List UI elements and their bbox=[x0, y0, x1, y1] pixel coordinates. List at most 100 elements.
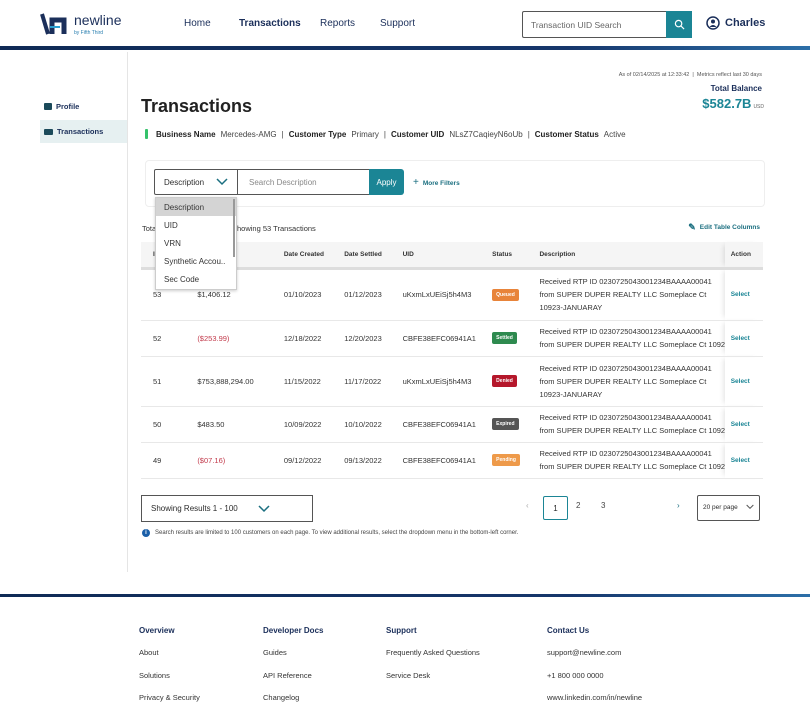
footer-link[interactable]: Solutions bbox=[139, 670, 170, 680]
results-range-value: Showing Results 1 - 100 bbox=[151, 504, 238, 513]
row-status: Expired bbox=[486, 406, 534, 443]
row-date-created: 01/10/2023 bbox=[277, 268, 339, 321]
page-1-button[interactable]: 1 bbox=[543, 496, 568, 520]
next-page-icon[interactable]: › bbox=[677, 501, 680, 510]
select-button[interactable]: Select bbox=[724, 356, 763, 407]
nav-support[interactable]: Support bbox=[380, 18, 416, 29]
customer-type: Primary bbox=[351, 129, 379, 139]
edit-table-columns-button[interactable]: ✎ Edit Table Columns bbox=[688, 222, 760, 233]
description-line: Received RTP ID 0230725043001234BAAAA000… bbox=[539, 363, 712, 373]
column-header-status[interactable]: Status bbox=[486, 242, 534, 270]
footer-heading: Support bbox=[386, 626, 417, 635]
transaction-uid-search-input[interactable]: Transaction UID Search bbox=[522, 11, 667, 38]
row-description: Received RTP ID 0230725043001234BAAAA000… bbox=[533, 356, 725, 407]
footer-link[interactable]: API Reference bbox=[263, 670, 312, 680]
apply-button[interactable]: Apply bbox=[369, 169, 404, 195]
column-header-action: Action bbox=[724, 242, 763, 270]
description-line: from SUPER DUPER REALTY LLC Someplace Ct… bbox=[539, 426, 725, 435]
select-button[interactable]: Select bbox=[724, 320, 763, 357]
briefcase-icon bbox=[44, 103, 52, 110]
more-filters-button[interactable]: + More Filters bbox=[413, 177, 460, 188]
status-badge: Queued bbox=[492, 288, 519, 301]
filter-field-value: Description bbox=[164, 178, 205, 187]
row-description: Received RTP ID 0230725043001234BAAAA000… bbox=[533, 442, 725, 479]
row-uid: CBFE38EFC06941A1 bbox=[396, 442, 487, 479]
select-button[interactable]: Select bbox=[724, 268, 763, 321]
footer-link[interactable]: Service Desk bbox=[386, 670, 431, 680]
logo[interactable]: newline by Fifth Third bbox=[40, 12, 121, 36]
row-uid: uKxmLxUEiSj5h4M3 bbox=[396, 268, 487, 321]
sidebar-item-label: Transactions bbox=[57, 127, 104, 136]
nav-reports[interactable]: Reports bbox=[320, 18, 356, 29]
footer-link[interactable]: Privacy & Security bbox=[139, 693, 200, 702]
select-button[interactable]: Select bbox=[724, 406, 763, 443]
row-date-settled: 12/20/2023 bbox=[338, 320, 397, 357]
sidebar-item-profile[interactable]: Profile bbox=[40, 95, 127, 118]
dropdown-option-vrn[interactable]: VRN bbox=[164, 239, 181, 248]
metrics-note: As of 02/14/2025 at 12:33:42 | Metrics r… bbox=[618, 72, 762, 78]
description-line: Received RTP ID 0230725043001234BAAAA000… bbox=[539, 327, 712, 336]
status-badge: Pending bbox=[492, 454, 520, 466]
row-uid: uKxmLxUEiSj5h4M3 bbox=[396, 356, 487, 407]
accent-bar bbox=[145, 129, 148, 139]
logo-mark-icon bbox=[40, 13, 67, 35]
dropdown-option-synthetic-account[interactable]: Synthetic Accou.. bbox=[164, 257, 226, 266]
nav-home[interactable]: Home bbox=[184, 18, 211, 29]
dropdown-option-uid[interactable]: UID bbox=[164, 221, 178, 230]
row-date-created: 10/09/2022 bbox=[277, 406, 339, 443]
page-2-button[interactable]: 2 bbox=[576, 501, 581, 510]
row-uid: CBFE38EFC06941A1 bbox=[396, 406, 487, 443]
footer-link[interactable]: www.linkedin.com/in/newline bbox=[547, 693, 643, 702]
user-avatar-icon bbox=[706, 16, 720, 30]
footer-link[interactable]: Changelog bbox=[263, 693, 300, 702]
note-text: Search results are limited to 100 custom… bbox=[155, 530, 519, 536]
total-count: Tota bbox=[142, 224, 157, 233]
description-line: from SUPER DUPER REALTY LLC Someplace Ct bbox=[539, 290, 707, 299]
filter-field-select[interactable]: Description bbox=[154, 169, 238, 195]
column-header-date-created[interactable]: Date Created bbox=[277, 242, 339, 270]
user-menu[interactable]: Charles bbox=[706, 16, 765, 30]
column-header-date-settled[interactable]: Date Settled bbox=[338, 242, 397, 270]
description-line: from SUPER DUPER REALTY LLC Someplace Ct… bbox=[539, 340, 725, 349]
prev-page-icon[interactable]: ‹ bbox=[526, 501, 529, 510]
search-button[interactable] bbox=[666, 11, 692, 38]
description-line: Received RTP ID 0230725043001234BAAAA000… bbox=[539, 413, 712, 422]
footer-link[interactable]: +1 800 000 0000 bbox=[547, 670, 604, 680]
per-page-select[interactable]: 20 per page bbox=[697, 495, 760, 521]
chevron-down-icon bbox=[216, 178, 228, 186]
footer-link[interactable]: Frequently Asked Questions bbox=[386, 648, 480, 657]
pencil-icon: ✎ bbox=[688, 222, 696, 232]
column-header-description[interactable]: Description bbox=[533, 242, 725, 270]
filter-field-dropdown: Description UID VRN Synthetic Accou.. Se… bbox=[155, 197, 237, 290]
description-line: 10923-JANUARAY bbox=[539, 389, 603, 399]
transactions-table: I Date Created Date Settled UID Status D… bbox=[141, 242, 763, 479]
select-button[interactable]: Select bbox=[724, 442, 763, 479]
row-status: Queued bbox=[486, 268, 534, 321]
dropdown-option-sec-code[interactable]: Sec Code bbox=[164, 275, 200, 284]
footer-link[interactable]: support@newline.com bbox=[547, 648, 622, 657]
dropdown-option-description[interactable]: Description bbox=[156, 198, 236, 216]
row-id: 49 bbox=[141, 442, 192, 479]
logo-text: newline bbox=[74, 12, 122, 28]
description-line: 10923-JANUARAY bbox=[539, 303, 603, 312]
row-id: 51 bbox=[141, 356, 192, 407]
row-amount: ($07.16) bbox=[191, 442, 278, 479]
dropdown-scrollbar[interactable] bbox=[233, 199, 235, 257]
search-description-input[interactable]: Search Description bbox=[237, 169, 370, 195]
row-date-settled: 10/10/2022 bbox=[338, 406, 397, 443]
separator: | bbox=[527, 129, 530, 139]
row-date-created: 12/18/2022 bbox=[277, 320, 339, 357]
footer-link[interactable]: About bbox=[139, 648, 159, 657]
table-row: 50 $483.50 10/09/2022 10/10/2022 CBFE38E… bbox=[141, 406, 763, 443]
results-range-select[interactable]: Showing Results 1 - 100 bbox=[141, 495, 313, 522]
column-header-uid[interactable]: UID bbox=[396, 242, 487, 270]
nav-transactions[interactable]: Transactions bbox=[239, 18, 301, 29]
page-3-button[interactable]: 3 bbox=[601, 501, 606, 510]
footer-link[interactable]: Guides bbox=[263, 648, 287, 657]
row-status: Settled bbox=[486, 320, 534, 357]
row-amount: $483.50 bbox=[191, 406, 278, 443]
customer-type-label: Customer Type bbox=[288, 129, 347, 139]
customer-uid: NLsZ7CaqieyN6oUb bbox=[449, 129, 523, 139]
sidebar-item-transactions[interactable]: Transactions bbox=[40, 120, 127, 143]
separator: | bbox=[383, 129, 386, 139]
